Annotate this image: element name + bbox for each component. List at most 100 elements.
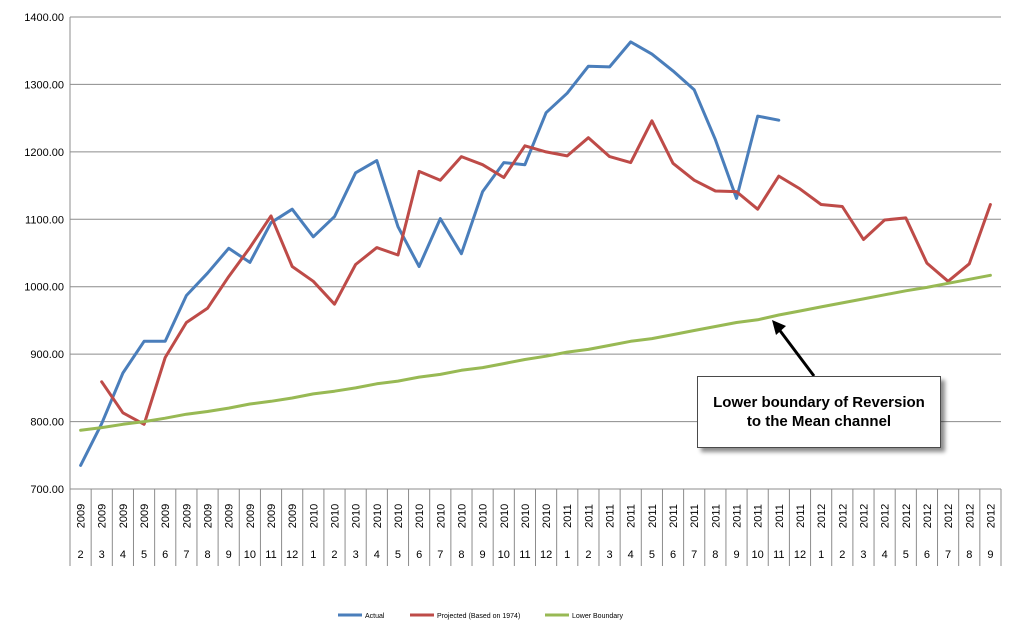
x-tick-year: 2011: [562, 504, 574, 528]
x-tick-month: 11: [519, 549, 530, 561]
x-tick-year: 2011: [710, 504, 722, 528]
x-tick-year: 2010: [329, 504, 341, 528]
y-tick-label: 700.00: [30, 484, 64, 496]
x-tick-year: 2011: [626, 504, 638, 528]
x-tick-month: 6: [924, 549, 930, 561]
x-tick-year: 2011: [753, 504, 765, 528]
y-tick-label: 1300.00: [24, 79, 64, 91]
x-tick-month: 9: [733, 549, 739, 561]
x-tick-month: 7: [945, 549, 951, 561]
x-tick-year: 2011: [647, 504, 659, 528]
gridlines: [70, 16, 1001, 423]
legend-label: Actual: [365, 613, 385, 620]
legend: Actual Projected (Based on 1974) Lower Bou…: [338, 613, 623, 620]
x-tick-year: 2012: [816, 504, 828, 528]
x-tick-year: 2011: [583, 504, 595, 528]
x-tick-year: 2012: [964, 504, 976, 528]
annotation-arrow-shaft: [776, 327, 816, 377]
x-tick-year: 2012: [901, 504, 913, 528]
x-tick-month: 7: [183, 549, 189, 561]
x-tick-year: 2009: [266, 504, 278, 528]
x-tick-month: 9: [226, 549, 232, 561]
x-tick-year: 2011: [668, 504, 680, 528]
legend-label: Projected (Based on 1974): [437, 613, 520, 620]
y-tick-label: 1200.00: [24, 147, 64, 159]
annotation-line-1: Lower boundary of Reversion: [713, 394, 925, 411]
x-tick-month: 8: [966, 549, 972, 561]
x-tick-month: 5: [903, 549, 909, 561]
x-tick-year: 2010: [372, 504, 384, 528]
y-tick-label: 1000.00: [24, 282, 64, 294]
y-tick-label: 1400.00: [24, 12, 64, 24]
x-tick-month: 8: [458, 549, 464, 561]
x-tick-month: 7: [437, 549, 443, 561]
x-tick-year: 2012: [837, 504, 849, 528]
series-line-projected-based-on-1974: [100, 119, 992, 426]
annotation-line-2: to the Mean channel: [746, 413, 892, 430]
x-tick-year: 2011: [605, 504, 617, 528]
x-tick-month: 12: [286, 549, 298, 561]
x-tick-month: 4: [628, 549, 634, 561]
x-tick-month: 9: [987, 549, 993, 561]
x-tick-month: 4: [374, 549, 380, 561]
legend-label: Lower Boundary: [572, 613, 623, 620]
x-tick-year: 2009: [287, 504, 299, 528]
x-tick-month: 11: [265, 549, 276, 561]
series-line-lower-boundary: [79, 273, 992, 432]
x-tick-year: 2011: [774, 504, 786, 528]
x-tick-year: 2010: [456, 504, 468, 528]
x-tick-year: 2010: [308, 504, 320, 528]
x-tick-year: 2009: [245, 504, 257, 528]
x-tick-month: 5: [395, 549, 401, 561]
x-tick-year: 2009: [76, 504, 88, 528]
x-tick-year: 2010: [393, 504, 405, 528]
x-tick-year: 2012: [858, 504, 870, 528]
x-tick-month: 6: [416, 549, 422, 561]
x-tick-month: 3: [353, 549, 359, 561]
x-tick-month: 12: [540, 549, 552, 561]
x-tick-month: 9: [480, 549, 486, 561]
x-tick-year: 2009: [224, 504, 236, 528]
y-tick-label: 900.00: [30, 349, 64, 361]
x-tick-year: 2009: [203, 504, 215, 528]
x-tick-month: 1: [818, 549, 824, 561]
x-tick-month: 12: [794, 549, 806, 561]
x-tick-year: 2012: [922, 504, 934, 528]
annotation-callout: Lower boundary of Reversion to the Mean …: [697, 376, 941, 448]
x-tick-year: 2009: [139, 504, 151, 528]
x-tick-month: 3: [606, 549, 612, 561]
x-tick-month: 8: [204, 549, 210, 561]
series-lines: [79, 40, 992, 467]
y-tick-label: 800.00: [30, 417, 64, 429]
x-tick-month: 3: [99, 549, 105, 561]
x-tick-month: 7: [691, 549, 697, 561]
x-tick-year: 2009: [97, 504, 109, 528]
y-tick-label: 1100.00: [25, 214, 64, 226]
x-tick-year: 2011: [732, 504, 744, 528]
x-tick-year: 2009: [181, 504, 193, 528]
x-tick-year: 2010: [499, 504, 511, 528]
x-tick-month: 11: [773, 549, 784, 561]
x-tick-month: 4: [882, 549, 888, 561]
x-tick-year: 2011: [795, 504, 807, 528]
y-axis: 700.00 800.00 900.00 1000.00 1100.00 1200.00 1…: [24, 12, 71, 496]
x-tick-month: 1: [310, 549, 316, 561]
annotation-arrow-head: [772, 320, 786, 335]
x-tick-year: 2009: [118, 504, 130, 528]
x-tick-year: 2011: [689, 504, 701, 528]
x-tick-year: 2012: [943, 504, 955, 528]
x-tick-month: 5: [141, 549, 147, 561]
x-tick-year: 2012: [880, 504, 892, 528]
x-tick-year: 2010: [435, 504, 447, 528]
x-tick-year: 2010: [414, 504, 426, 528]
x-tick-month: 5: [649, 549, 655, 561]
x-tick-month: 2: [78, 549, 84, 561]
x-tick-month: 4: [120, 549, 126, 561]
x-axis: 2009 2009 2009 2009 2009 2009 2009 2009 2009 2009…: [69, 488, 1002, 566]
x-tick-year: 2009: [160, 504, 172, 528]
x-tick-year: 2010: [520, 504, 532, 528]
x-tick-year: 2012: [985, 504, 997, 528]
x-tick-month: 3: [860, 549, 866, 561]
x-tick-month: 1: [564, 549, 570, 561]
